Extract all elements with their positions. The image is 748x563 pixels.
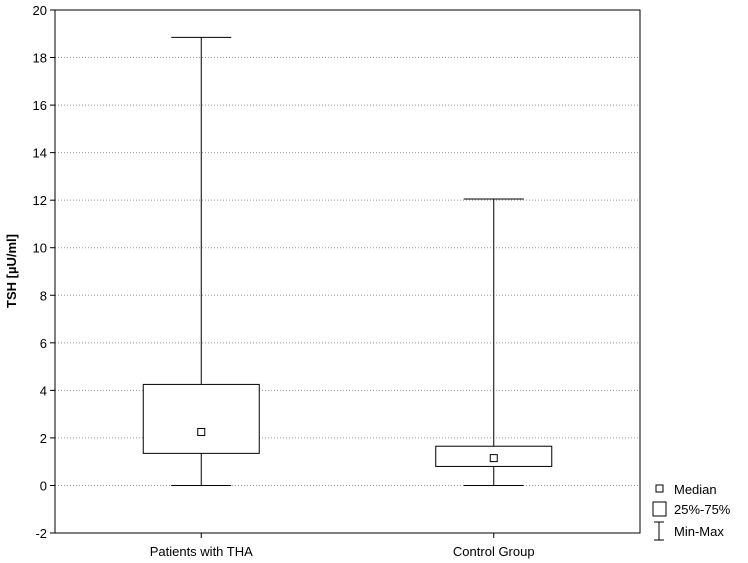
y-axis-label: TSH [µU/ml] <box>4 234 19 308</box>
legend-median-marker <box>655 484 664 493</box>
iqr-box <box>142 383 260 454</box>
y-tick-label: 16 <box>33 98 47 113</box>
legend: Median 25%-75% Min-Max <box>652 482 731 541</box>
x-axis: Patients with THA Control Group <box>150 533 535 559</box>
y-tick-label: 18 <box>33 51 47 66</box>
plot-frame <box>54 9 641 534</box>
x-tick-label: Control Group <box>453 544 535 559</box>
y-tick-label: 14 <box>33 146 47 161</box>
y-axis: -2 0 2 4 6 8 10 12 14 16 18 20 <box>33 3 55 541</box>
y-tick-label: 6 <box>40 336 47 351</box>
legend-whisker-marker <box>654 521 664 541</box>
median-marker <box>197 427 206 436</box>
y-tick-label: 4 <box>40 383 47 398</box>
legend-box-marker <box>652 501 667 517</box>
median-marker <box>489 454 498 463</box>
box-series <box>142 36 553 486</box>
y-tick-label: 20 <box>33 3 47 18</box>
y-tick-label: 2 <box>40 431 47 446</box>
y-tick-label: 10 <box>33 241 47 256</box>
y-tick-label: 8 <box>40 288 47 303</box>
y-tick-label: 12 <box>33 193 47 208</box>
y-tick-label: -2 <box>35 526 47 541</box>
x-tick-label: Patients with THA <box>150 544 253 559</box>
legend-whisker-label: Min-Max <box>674 524 724 539</box>
legend-box-label: 25%-75% <box>674 502 731 517</box>
box-control-group <box>435 198 553 486</box>
box-patients-with-tha <box>142 36 260 486</box>
y-tick-label: 0 <box>40 478 47 493</box>
legend-median-label: Median <box>674 482 717 497</box>
